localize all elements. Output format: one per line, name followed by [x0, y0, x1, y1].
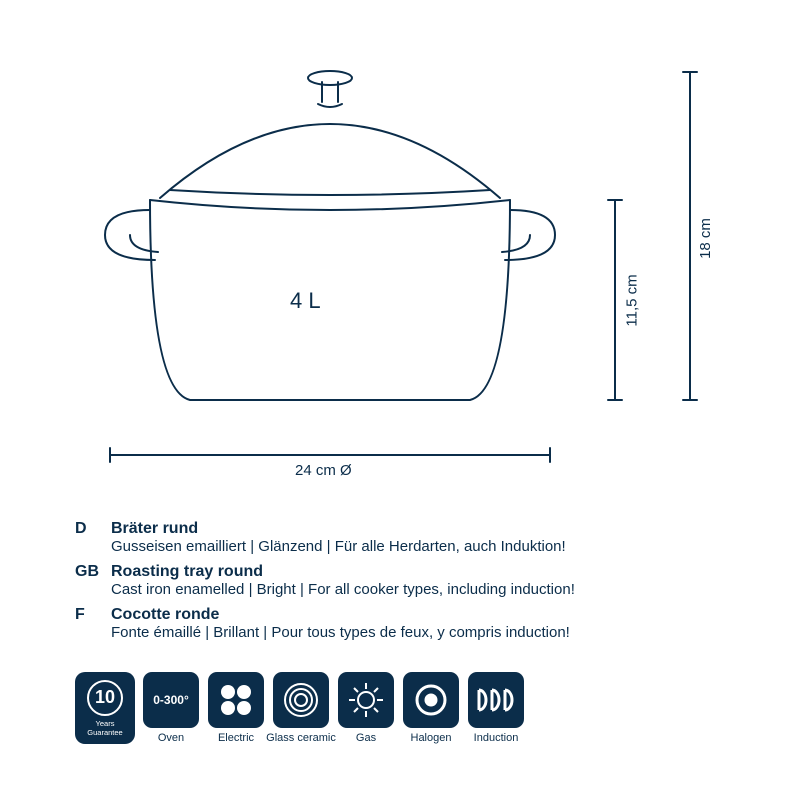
- induction-icon: [468, 672, 524, 728]
- volume-label: 4 L: [290, 288, 321, 314]
- icon-electric: Electric: [207, 672, 265, 744]
- guarantee-badge: 10 Years Guarantee: [75, 672, 135, 744]
- icon-caption: Glass ceramic: [266, 732, 336, 744]
- icon-caption: Oven: [158, 732, 184, 744]
- total-height-label: 18 cm: [697, 218, 714, 259]
- body-height-label: 11,5 cm: [624, 274, 641, 326]
- guarantee-years: 10: [87, 680, 123, 716]
- pot-svg: [70, 60, 730, 480]
- desc-sub: Fonte émaillé | Brillant | Pour tous typ…: [111, 624, 725, 641]
- icon-glassceramic: Glass ceramic: [272, 672, 330, 744]
- icon-caption: Induction: [474, 732, 519, 744]
- desc-sub: Cast iron enamelled | Bright | For all c…: [111, 581, 725, 598]
- icon-caption: Gas: [356, 732, 376, 744]
- glassceramic-icon: [273, 672, 329, 728]
- desc-row-d: D Bräter rund Gusseisen emailliert | Glä…: [75, 520, 725, 555]
- guarantee-line2: Guarantee: [87, 728, 122, 737]
- electric-icon: [208, 672, 264, 728]
- lang-code: GB: [75, 563, 111, 598]
- desc-title: Cocotte ronde: [111, 606, 725, 624]
- oven-icon: 0-300°: [143, 672, 199, 728]
- icon-halogen: Halogen: [402, 672, 460, 744]
- icon-oven: 0-300° Oven: [142, 672, 200, 744]
- desc-row-f: F Cocotte ronde Fonte émaillé | Brillant…: [75, 606, 725, 641]
- feature-icons-row: 10 Years Guarantee 0-300° Oven Electric …: [75, 672, 525, 744]
- width-label: 24 cm Ø: [295, 462, 352, 479]
- desc-title: Roasting tray round: [111, 563, 725, 581]
- icon-caption: Electric: [218, 732, 254, 744]
- icon-caption: Halogen: [411, 732, 452, 744]
- pot-dimension-diagram: 4 L 24 cm Ø 18 cm 11,5 cm: [70, 60, 730, 480]
- icon-gas: Gas: [337, 672, 395, 744]
- gas-icon: [338, 672, 394, 728]
- desc-title: Bräter rund: [111, 520, 725, 538]
- icon-induction: Induction: [467, 672, 525, 744]
- guarantee-line1: Years: [96, 719, 115, 728]
- lang-code: D: [75, 520, 111, 555]
- description-block: D Bräter rund Gusseisen emailliert | Glä…: [75, 520, 725, 649]
- lang-code: F: [75, 606, 111, 641]
- halogen-icon: [403, 672, 459, 728]
- desc-row-gb: GB Roasting tray round Cast iron enamell…: [75, 563, 725, 598]
- desc-sub: Gusseisen emailliert | Glänzend | Für al…: [111, 538, 725, 555]
